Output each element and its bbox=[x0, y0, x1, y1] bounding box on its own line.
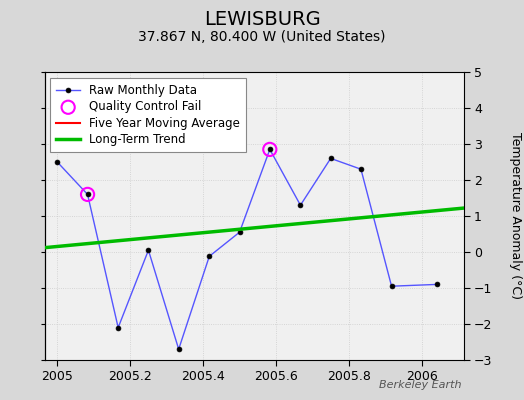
Quality Control Fail bbox=[266, 146, 274, 152]
Text: Berkeley Earth: Berkeley Earth bbox=[379, 380, 461, 390]
Line: Raw Monthly Data: Raw Monthly Data bbox=[55, 147, 440, 352]
Raw Monthly Data bbox=[206, 254, 212, 259]
Raw Monthly Data bbox=[297, 203, 303, 208]
Raw Monthly Data bbox=[145, 248, 151, 253]
Raw Monthly Data bbox=[434, 282, 440, 287]
Raw Monthly Data bbox=[267, 147, 273, 152]
Raw Monthly Data bbox=[358, 167, 364, 172]
Text: 37.867 N, 80.400 W (United States): 37.867 N, 80.400 W (United States) bbox=[138, 30, 386, 44]
Raw Monthly Data bbox=[328, 156, 334, 161]
Raw Monthly Data bbox=[115, 325, 122, 330]
Raw Monthly Data bbox=[84, 192, 91, 197]
Quality Control Fail bbox=[83, 191, 92, 198]
Text: LEWISBURG: LEWISBURG bbox=[204, 10, 320, 29]
Raw Monthly Data bbox=[388, 284, 395, 289]
Raw Monthly Data bbox=[176, 347, 182, 352]
Raw Monthly Data bbox=[54, 160, 60, 164]
Legend: Raw Monthly Data, Quality Control Fail, Five Year Moving Average, Long-Term Tren: Raw Monthly Data, Quality Control Fail, … bbox=[50, 78, 246, 152]
Raw Monthly Data bbox=[236, 230, 243, 234]
Y-axis label: Temperature Anomaly (°C): Temperature Anomaly (°C) bbox=[509, 132, 522, 300]
